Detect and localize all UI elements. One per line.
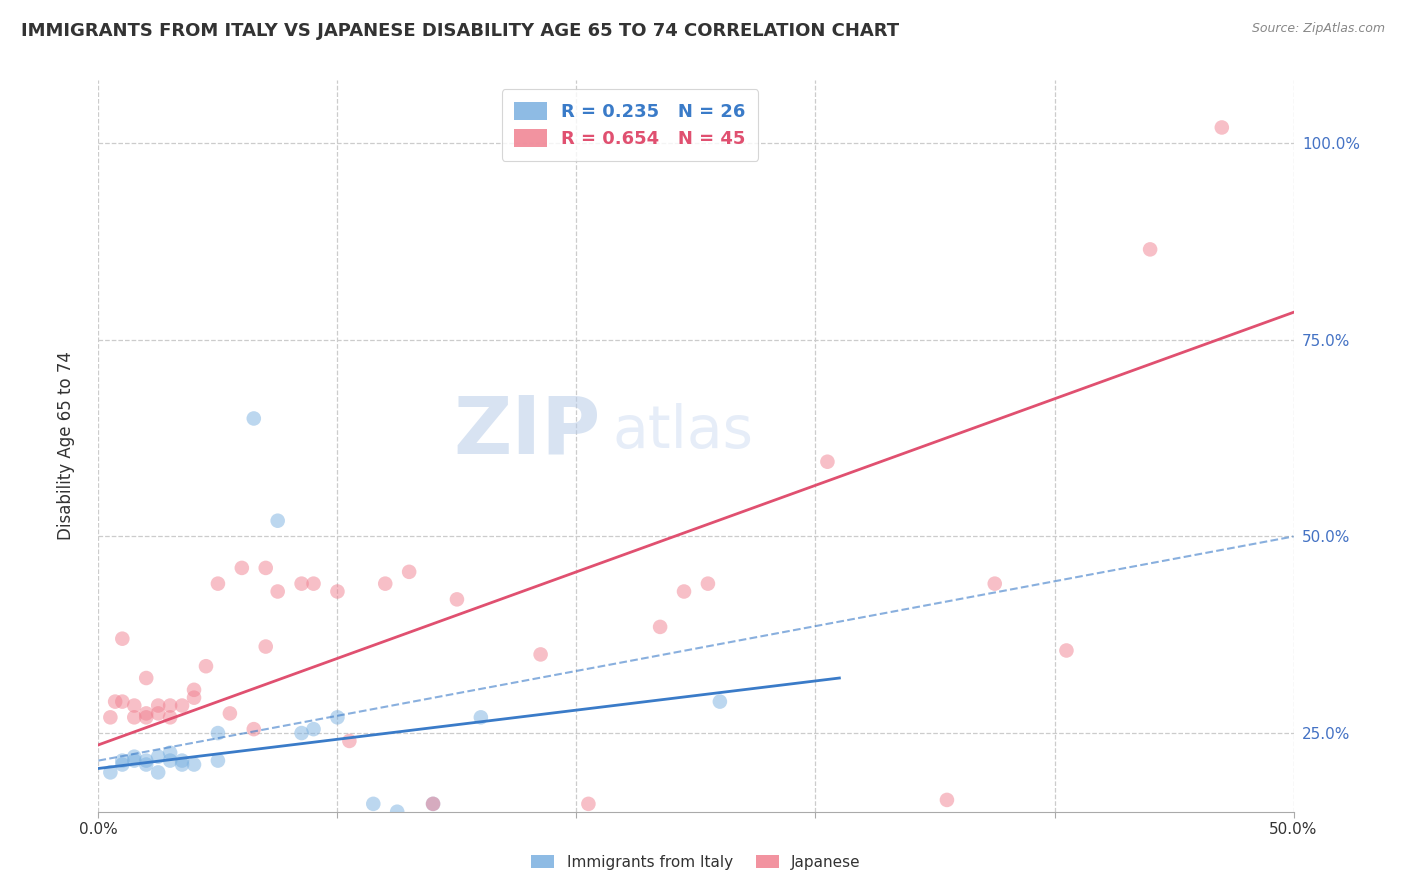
- Point: [183, 682, 205, 697]
- Point: [984, 576, 1007, 591]
- Point: [398, 565, 420, 579]
- Point: [422, 797, 444, 811]
- Point: [243, 411, 266, 425]
- Point: [231, 561, 253, 575]
- Point: [124, 710, 146, 724]
- Point: [104, 695, 127, 709]
- Point: [254, 640, 277, 654]
- Point: [135, 710, 157, 724]
- Point: [254, 561, 277, 575]
- Point: [135, 757, 157, 772]
- Point: [385, 805, 409, 819]
- Point: [326, 584, 349, 599]
- Y-axis label: Disability Age 65 to 74: Disability Age 65 to 74: [56, 351, 75, 541]
- Point: [98, 765, 122, 780]
- Point: [111, 754, 134, 768]
- Point: [363, 797, 385, 811]
- Point: [148, 749, 170, 764]
- Point: [124, 698, 146, 713]
- Text: ZIP: ZIP: [453, 392, 600, 470]
- Text: Source: ZipAtlas.com: Source: ZipAtlas.com: [1251, 22, 1385, 36]
- Point: [936, 793, 959, 807]
- Point: [135, 754, 157, 768]
- Point: [111, 757, 134, 772]
- Point: [148, 706, 170, 721]
- Point: [148, 698, 170, 713]
- Text: atlas: atlas: [613, 403, 754, 460]
- Point: [1056, 643, 1078, 657]
- Point: [339, 734, 361, 748]
- Point: [422, 797, 444, 811]
- Point: [195, 659, 218, 673]
- Point: [172, 698, 194, 713]
- Point: [172, 754, 194, 768]
- Point: [267, 584, 290, 599]
- Point: [530, 648, 553, 662]
- Text: IMMIGRANTS FROM ITALY VS JAPANESE DISABILITY AGE 65 TO 74 CORRELATION CHART: IMMIGRANTS FROM ITALY VS JAPANESE DISABI…: [21, 22, 900, 40]
- Point: [111, 695, 134, 709]
- Point: [291, 726, 314, 740]
- Point: [446, 592, 468, 607]
- Point: [159, 746, 181, 760]
- Point: [709, 695, 731, 709]
- Point: [243, 722, 266, 736]
- Point: [219, 706, 242, 721]
- Point: [111, 632, 134, 646]
- Point: [291, 576, 314, 591]
- Point: [135, 671, 157, 685]
- Point: [815, 871, 838, 886]
- Point: [159, 710, 181, 724]
- Point: [148, 765, 170, 780]
- Point: [267, 514, 290, 528]
- Point: [578, 813, 600, 827]
- Point: [470, 710, 492, 724]
- Point: [183, 690, 205, 705]
- Legend: Immigrants from Italy, Japanese: Immigrants from Italy, Japanese: [524, 847, 868, 877]
- Point: [124, 754, 146, 768]
- Point: [602, 824, 624, 838]
- Point: [124, 749, 146, 764]
- Point: [159, 698, 181, 713]
- Point: [302, 722, 325, 736]
- Point: [697, 576, 720, 591]
- Point: [98, 710, 122, 724]
- Point: [673, 584, 696, 599]
- Point: [207, 754, 229, 768]
- Point: [302, 576, 325, 591]
- Point: [1139, 243, 1161, 257]
- Point: [374, 576, 396, 591]
- Point: [1211, 120, 1233, 135]
- Point: [135, 706, 157, 721]
- Point: [648, 620, 672, 634]
- Point: [815, 455, 838, 469]
- Point: [648, 821, 672, 835]
- Point: [172, 757, 194, 772]
- Point: [159, 754, 181, 768]
- Point: [578, 797, 600, 811]
- Point: [207, 726, 229, 740]
- Point: [207, 576, 229, 591]
- Point: [326, 710, 349, 724]
- Point: [183, 757, 205, 772]
